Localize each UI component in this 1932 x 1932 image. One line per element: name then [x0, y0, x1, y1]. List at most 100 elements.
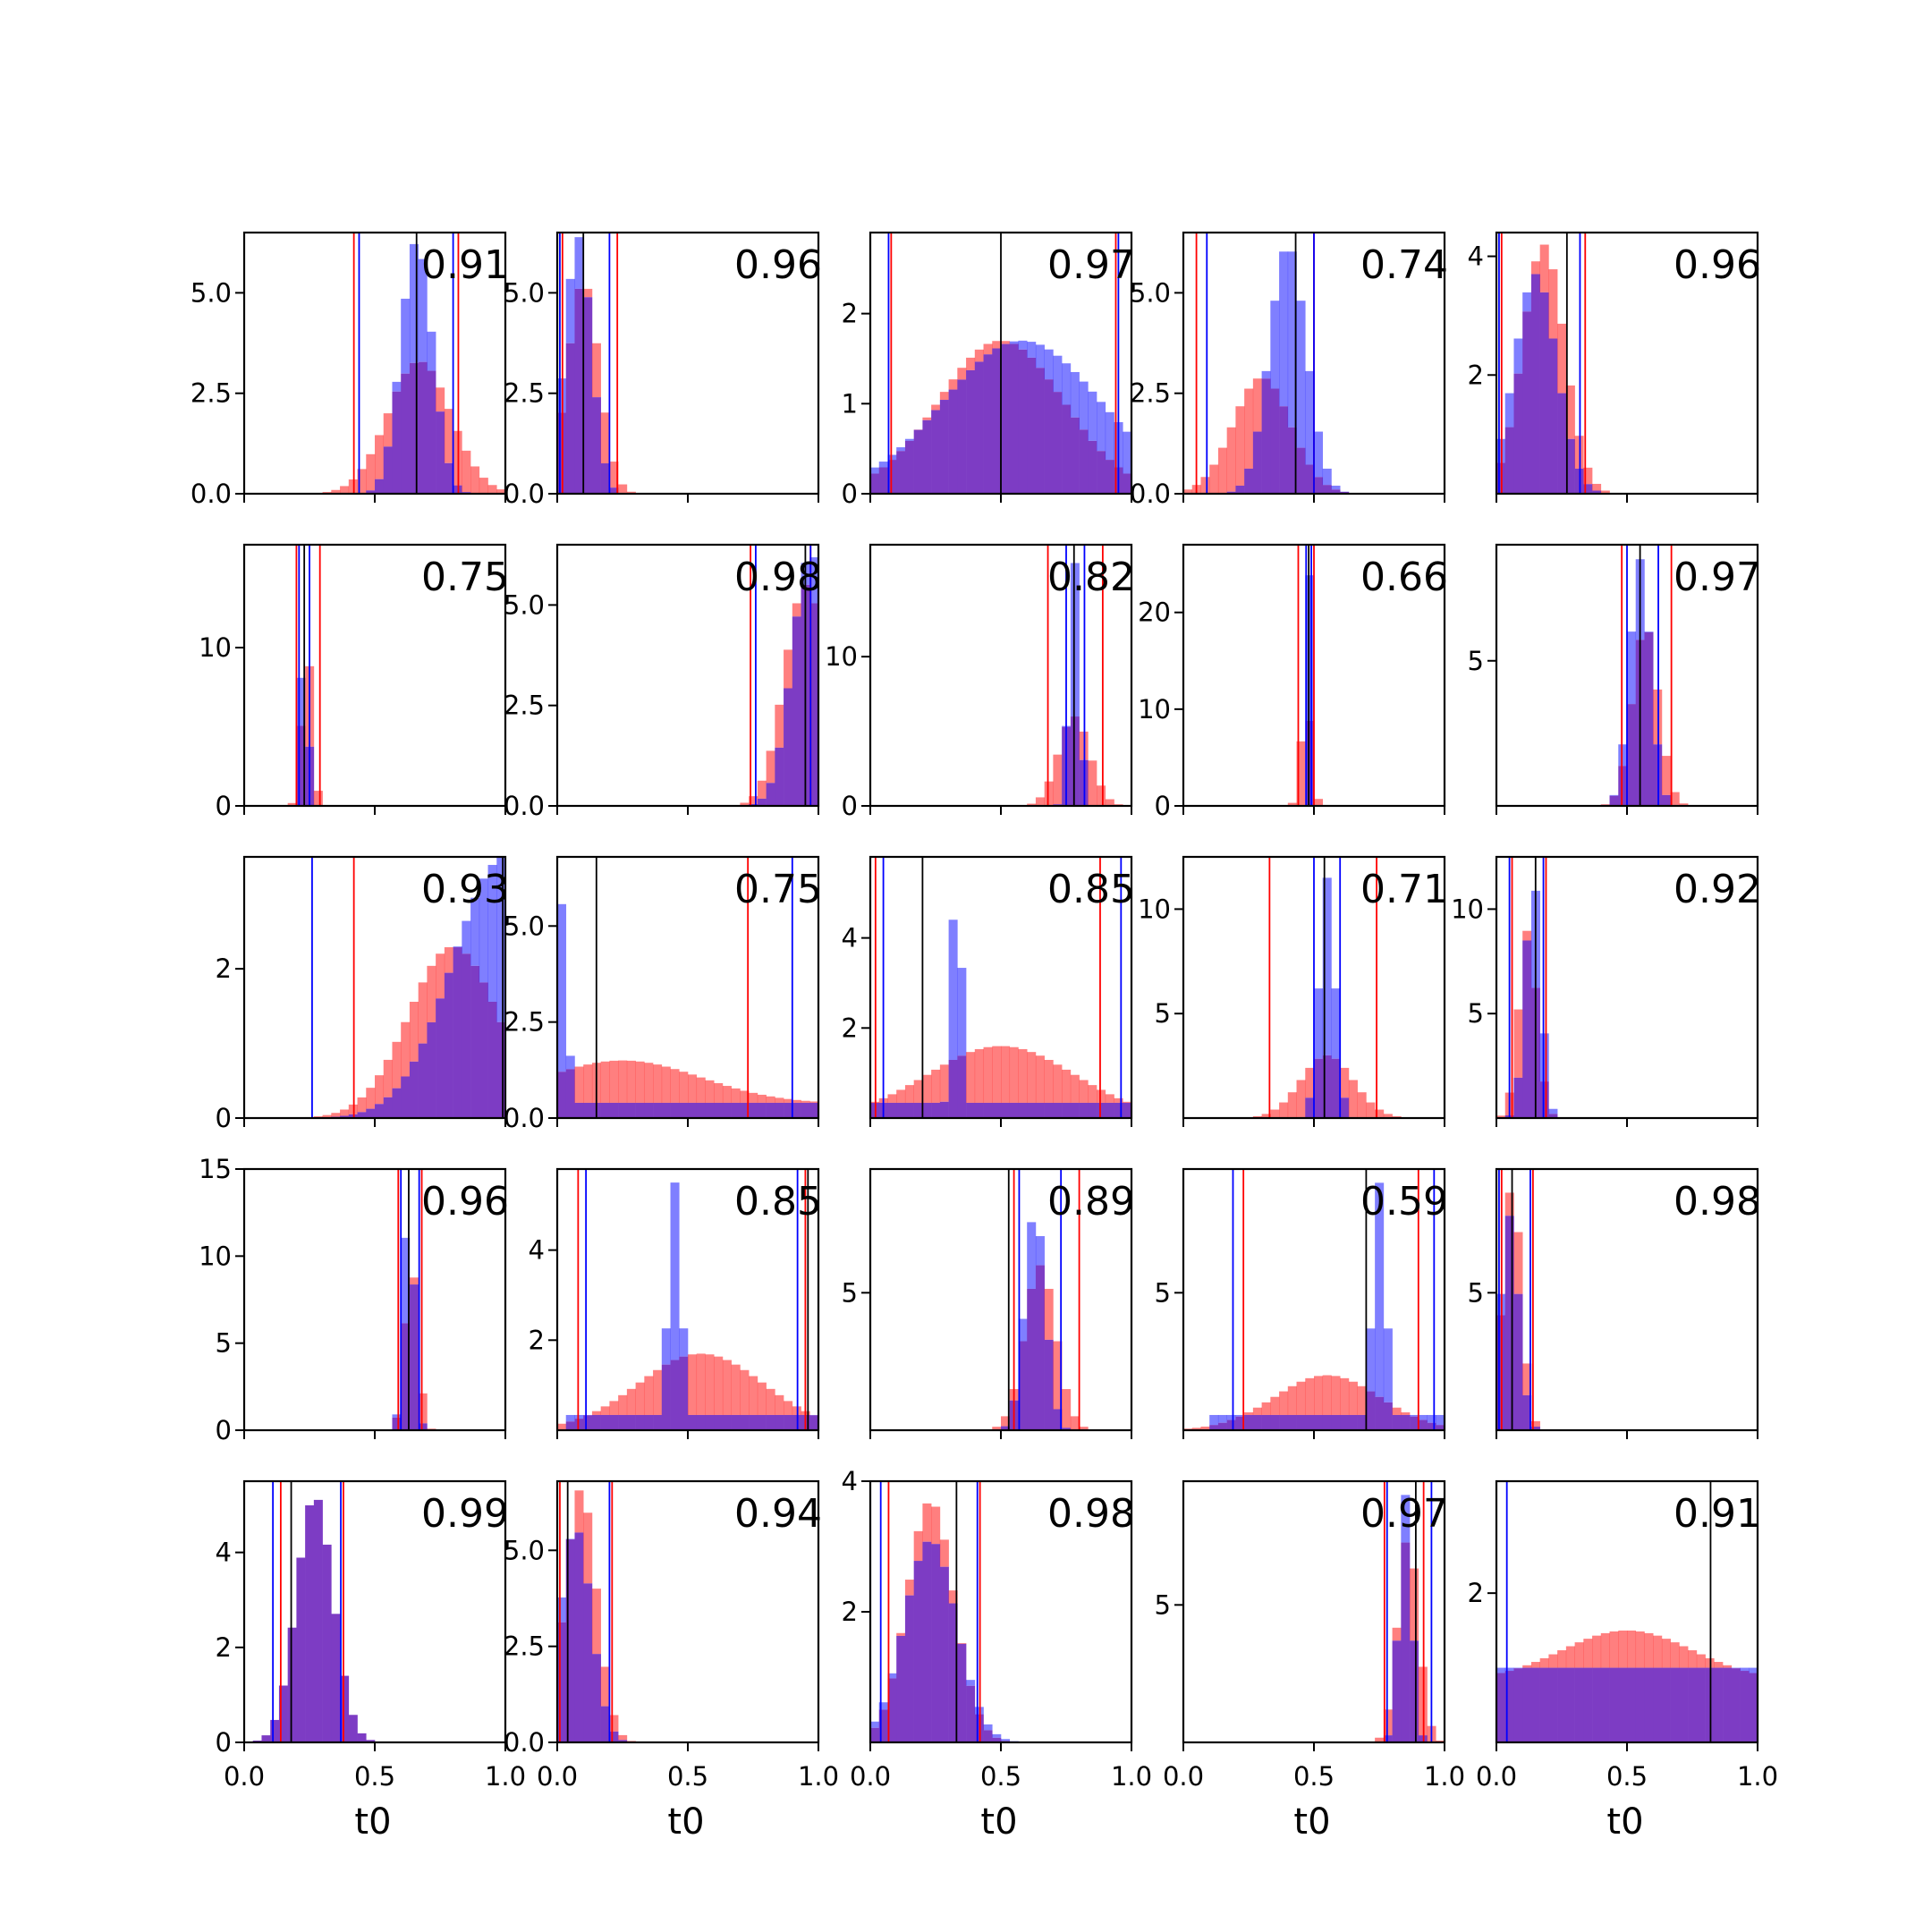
y-tick-label: 5.0: [191, 277, 232, 308]
panel-22: 0.0 2.5 5.0 0.0 0.5 1.0 t0 0.94: [504, 1479, 839, 1843]
hist-bar-excess: [609, 1401, 619, 1415]
hist-bar-excess: [375, 435, 385, 479]
panel-13: 240.85: [842, 855, 1135, 1127]
hist-bar-overlap: [1053, 392, 1063, 494]
hist-bar-overlap: [1270, 388, 1280, 494]
hist-bar-overlap: [591, 397, 601, 494]
panel-14: 5 10 0.71: [1138, 855, 1448, 1127]
hist-bar-overlap: [1296, 447, 1306, 494]
hist-bar-overlap: [749, 1102, 758, 1118]
y-tick-label: 4: [529, 1235, 545, 1266]
hist-bar-excess: [1279, 1391, 1289, 1415]
hist-bar-excess: [974, 349, 984, 362]
hist-bar-overlap: [600, 1414, 610, 1430]
hist-bar-excess: [1592, 1635, 1602, 1668]
panel-7: 0.0 2.5 5.0 0.98: [504, 543, 822, 821]
hist-bar-overlap: [679, 1356, 689, 1430]
hist-bar-excess: [1044, 349, 1054, 380]
hist-bar-overlap: [1565, 1667, 1575, 1742]
panel-score-label: 0.85: [1047, 867, 1135, 912]
hist-bar-excess: [939, 392, 949, 401]
hist-bar-overlap: [565, 1069, 575, 1118]
x-tick-label: 1.0: [485, 1761, 526, 1792]
hist-bar-overlap: [635, 1414, 645, 1430]
hist-bar-excess: [887, 454, 897, 461]
hist-bar-overlap: [1305, 720, 1315, 806]
hist-bar-overlap: [1357, 1414, 1367, 1430]
hist-bar-excess: [1261, 1114, 1271, 1118]
hist-bar-excess: [1322, 468, 1332, 486]
hist-bar-excess: [444, 947, 453, 973]
hist-bar-excess: [661, 1066, 671, 1103]
hist-bar-excess: [992, 341, 1002, 349]
hist-bar-overlap: [1749, 1673, 1758, 1742]
hist-bar-excess: [1097, 402, 1106, 452]
hist-bar-excess: [1340, 1377, 1350, 1415]
hist-bar-excess: [1097, 1089, 1106, 1103]
hist-bar-overlap: [1053, 1409, 1063, 1430]
hist-bar-overlap: [392, 1417, 402, 1430]
hist-bar-overlap: [1027, 357, 1037, 494]
y-tick-label: 5: [842, 1277, 858, 1308]
hist-bar-excess: [1670, 1642, 1680, 1668]
hist-bar-overlap: [444, 462, 453, 494]
hist-bar-excess: [565, 278, 575, 343]
panel-10: 50.97: [1468, 543, 1761, 815]
hist-bar-excess: [896, 1089, 906, 1103]
hist-bar-overlap: [1696, 1667, 1706, 1742]
hist-bar-overlap: [1530, 274, 1540, 494]
hist-bar-overlap: [1557, 393, 1567, 494]
hist-bar-excess: [913, 1080, 923, 1103]
y-tick-label: 4: [1468, 242, 1484, 272]
hist-bar-overlap: [1627, 1667, 1637, 1742]
hist-bar-excess: [1740, 1667, 1750, 1672]
x-tick-label: 1.0: [798, 1761, 839, 1792]
hist-bar-overlap: [401, 1076, 411, 1118]
panel-score-label: 0.85: [734, 1179, 822, 1224]
hist-bar-excess: [1618, 744, 1628, 767]
hist-bar-excess: [1035, 797, 1045, 806]
hist-bar-excess: [696, 1353, 706, 1415]
hist-bar-overlap: [722, 1414, 732, 1430]
hist-bar-excess: [600, 1406, 610, 1415]
y-tick-label: 2.5: [504, 691, 545, 721]
hist-bar-excess: [1522, 292, 1532, 312]
panel-8: 0 10 0.82: [825, 543, 1135, 821]
panel-24: 5 0.0 0.5 1.0 t0 0.97: [1155, 1479, 1465, 1843]
hist-bar-excess: [287, 802, 297, 806]
hist-bar-overlap: [565, 1539, 575, 1742]
hist-bar-excess: [1609, 794, 1619, 796]
hist-bar-overlap: [305, 1504, 315, 1742]
hist-bar-overlap: [1305, 464, 1315, 494]
hist-bar-overlap: [896, 1102, 906, 1118]
hist-bar-excess: [957, 1642, 967, 1644]
hist-bar-overlap: [1252, 1414, 1262, 1430]
hist-bar-overlap: [591, 1414, 601, 1430]
hist-bar-overlap: [749, 1414, 758, 1430]
hist-bar-excess: [427, 965, 436, 1022]
hist-bar-overlap: [931, 1544, 941, 1742]
hist-bar-overlap: [1296, 1414, 1306, 1430]
hist-bar-overlap: [1244, 1414, 1254, 1430]
hist-bar-overlap: [775, 747, 784, 806]
y-tick-label: 10: [1138, 894, 1171, 924]
hist-bar-overlap: [1513, 1077, 1523, 1118]
hist-bar-overlap: [913, 1102, 923, 1118]
y-tick-label: 0: [216, 1727, 232, 1758]
hist-bar-excess: [626, 491, 636, 494]
hist-bar-excess: [784, 1401, 793, 1415]
hist-bar-overlap: [1331, 489, 1341, 494]
hist-bar-excess: [766, 1096, 775, 1103]
panel-6: 0 10 0.75: [199, 543, 509, 821]
hist-bar-excess: [1583, 1639, 1593, 1668]
hist-bar-excess: [418, 982, 428, 1044]
hist-bar-overlap: [1392, 1640, 1402, 1742]
hist-bar-overlap: [983, 1102, 993, 1118]
hist-bar-overlap: [626, 1102, 636, 1118]
hist-bar-overlap: [1410, 1640, 1419, 1742]
hist-bar-excess: [409, 1001, 419, 1062]
hist-bar-excess: [409, 243, 419, 363]
hist-bar-excess: [1305, 1067, 1315, 1098]
hist-bar-overlap: [1723, 1667, 1733, 1742]
hist-bar-overlap: [1252, 431, 1262, 494]
